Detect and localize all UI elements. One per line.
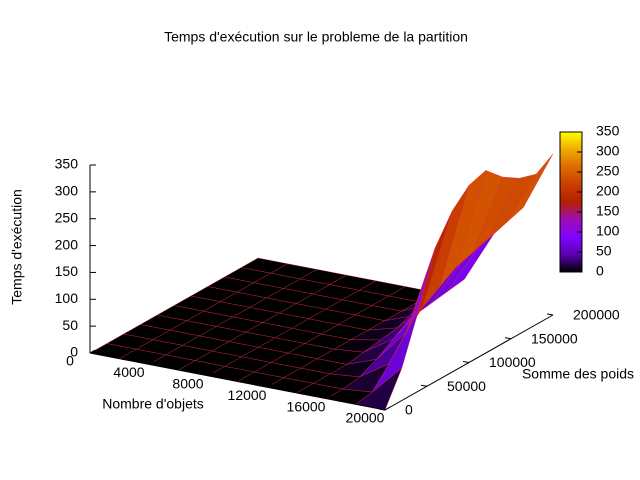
y-tick-label: 50000 (447, 378, 486, 394)
colorbar-tick-label: 50 (596, 243, 612, 259)
y-tick (546, 313, 554, 316)
z-tick-label: 150 (55, 263, 79, 279)
y-tick (378, 408, 386, 411)
x-tick-label: 12000 (228, 387, 267, 403)
chart-title: Temps d'exécution sur le probleme de la … (164, 29, 468, 45)
y-axis-label: Somme des poids (522, 366, 634, 382)
x-tick-label: 16000 (287, 398, 326, 414)
y-tick (420, 384, 428, 387)
z-tick-label: 50 (62, 317, 78, 333)
z-axis-label: Temps d'exécution (9, 189, 25, 305)
colorbar-tick-label: 0 (596, 263, 604, 279)
y-tick-label: 200000 (573, 307, 620, 323)
x-tick (207, 372, 214, 377)
axes: 0 50 100 150 200 250 300 350 0 4000 8000 12000 16000… (55, 156, 620, 426)
x-tick (266, 383, 273, 388)
colorbar-tick-label: 350 (596, 123, 620, 139)
x-axis-label: Nombre d'objets (102, 396, 204, 412)
y-tick-label: 150000 (531, 330, 578, 346)
colorbar-tick-label: 150 (596, 203, 620, 219)
colorbar-tick-label: 300 (596, 143, 620, 159)
z-tick-label: 350 (55, 156, 79, 172)
y-tick (462, 361, 470, 363)
colorbar-tick-label: 200 (596, 183, 620, 199)
x-tick-label: 20000 (346, 410, 385, 426)
z-tick-label: 250 (55, 209, 79, 225)
colorbar-tick-label: 100 (596, 223, 620, 239)
colorbar-tick-label: 250 (596, 163, 620, 179)
x-tick (325, 395, 332, 400)
y-tick-label: 0 (405, 402, 413, 418)
y-tick-label: 100000 (489, 354, 536, 370)
x-tick (89, 349, 96, 354)
z-tick-label: 0 (70, 344, 78, 360)
x-tick (384, 406, 391, 411)
y-tick (504, 337, 512, 340)
x-tick-label: 8000 (172, 376, 203, 392)
x-tick (148, 360, 155, 365)
z-tick-label: 100 (55, 290, 79, 306)
z-tick-label: 200 (55, 236, 79, 252)
x-tick-label: 4000 (113, 364, 144, 380)
z-tick-label: 300 (55, 183, 79, 199)
x-tick-label: 0 (66, 353, 74, 369)
surface (89, 153, 554, 411)
colorbar (559, 131, 583, 273)
